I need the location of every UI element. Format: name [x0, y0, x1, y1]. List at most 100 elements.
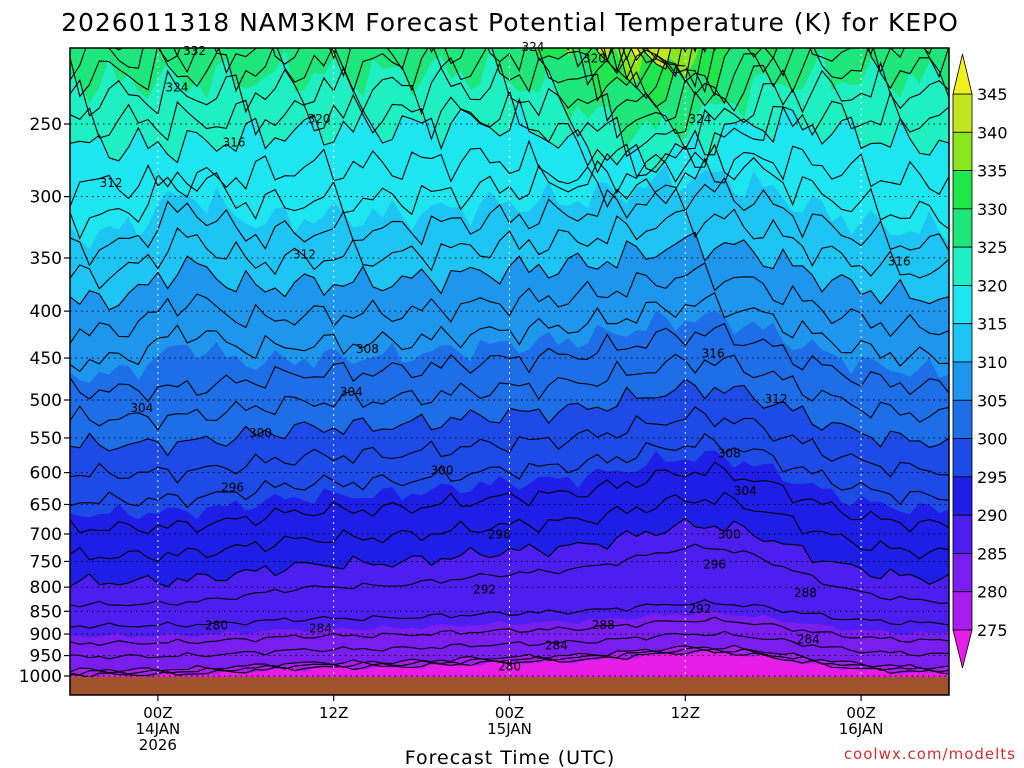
colorbar-segment — [952, 591, 973, 631]
colorbar-label: 300 — [977, 430, 1008, 449]
contour-label: 324 — [521, 40, 544, 54]
contour-276 — [70, 649, 949, 678]
y-tick-label: 950 — [30, 647, 62, 667]
contour-label: 284 — [309, 622, 332, 636]
colorbar-segment — [952, 208, 973, 248]
ground-surface — [70, 677, 949, 695]
colorbar-label: 345 — [977, 85, 1008, 104]
colorbar-label: 315 — [977, 315, 1008, 334]
colorbar-segment — [952, 438, 973, 478]
y-tick-label: 450 — [30, 349, 62, 369]
contour-label: 284 — [797, 632, 820, 646]
contour-328 — [70, 48, 949, 122]
colorbar-segment — [952, 93, 973, 133]
x-tick-label: 15JAN — [487, 720, 532, 738]
y-tick-label: 600 — [30, 464, 62, 484]
y-tick-label: 400 — [30, 302, 62, 322]
contour-label: 292 — [473, 583, 496, 597]
y-tick-label: 1000 — [19, 667, 62, 687]
colorbar-segment — [952, 476, 973, 516]
colorbar-label: 330 — [977, 200, 1008, 219]
y-tick-label: 750 — [30, 552, 62, 572]
colorbar-segment — [952, 285, 973, 325]
contour-label: 300 — [718, 528, 741, 542]
contour-label: 312 — [100, 176, 123, 190]
x-tick-label: 12Z — [671, 704, 700, 722]
x-tick-label: 12Z — [319, 704, 348, 722]
y-tick-label: 350 — [30, 249, 62, 269]
contour-label: 320 — [583, 51, 606, 65]
colorbar-segment — [952, 131, 973, 171]
colorbar-segment — [952, 323, 973, 363]
contour-label: 332 — [183, 44, 206, 58]
colorbar-label: 320 — [977, 276, 1008, 295]
x-tick-label: 00Z — [846, 704, 875, 722]
colorbar-label: 290 — [977, 506, 1008, 525]
colorbar-label: 325 — [977, 238, 1008, 257]
contour-296 — [70, 432, 949, 509]
colorbar-label: 340 — [977, 123, 1008, 142]
source-credit: coolwx.com/modelts — [844, 745, 1016, 763]
contour-330 — [114, 48, 933, 108]
contour-label: 288 — [592, 618, 615, 632]
contour-label: 300 — [249, 426, 272, 440]
colorbar-label: 275 — [977, 621, 1008, 640]
contour-labels: 332 324 320 324 320 324 316 312 312 316 308 316 304 3… — [100, 40, 911, 673]
contour-label: 296 — [703, 558, 726, 572]
x-tick-label: 14JAN — [136, 720, 181, 738]
contour-label: 304 — [340, 385, 363, 399]
contour-304 — [70, 322, 949, 403]
contour-298 — [70, 406, 949, 484]
contour-label: 312 — [765, 392, 788, 406]
colorbar-label: 310 — [977, 353, 1008, 372]
y-tick-label: 700 — [30, 525, 62, 545]
contour-318 — [70, 139, 949, 208]
colorbar-bottom-arrow — [952, 629, 973, 669]
y-tick-label: 250 — [30, 115, 62, 135]
colorbar-segment — [952, 170, 973, 210]
colorbar-label: 335 — [977, 162, 1008, 181]
colorbar-segment — [952, 514, 973, 554]
colorbar-segment — [952, 553, 973, 593]
contour-312 — [70, 208, 949, 290]
theta-fill-bands — [70, 48, 949, 695]
contour-label: 292 — [688, 602, 711, 616]
contour-label: 316 — [223, 136, 246, 150]
contour-label: 324 — [688, 112, 711, 126]
y-axis-ticks: 250 300 350 400 450 500 550 600 650 700 750 800 850 9… — [19, 115, 70, 687]
contour-label: 316 — [702, 347, 725, 361]
x-tick-label: 2026 — [139, 736, 177, 754]
contour-label: 316 — [888, 254, 911, 268]
contour-label: 304 — [734, 484, 757, 498]
contour-288 — [70, 543, 949, 608]
contour-label: 280 — [498, 659, 521, 673]
y-tick-label: 800 — [30, 578, 62, 598]
colorbar: 345 340 335 330 325 320 315 310 305 300 295 290 285 2… — [952, 53, 1008, 669]
chart-title: 2026011318 NAM3KM Forecast Potential Tem… — [61, 8, 959, 37]
contour-label: 320 — [308, 112, 331, 126]
colorbar-label: 305 — [977, 391, 1008, 410]
colorbar-segment — [952, 361, 973, 401]
contour-label: 296 — [221, 481, 244, 495]
colorbar-label: 280 — [977, 583, 1008, 602]
colorbar-label: 295 — [977, 468, 1008, 487]
contour-label: 284 — [545, 638, 568, 652]
y-tick-label: 500 — [30, 391, 62, 411]
y-tick-label: 900 — [30, 625, 62, 645]
contour-label: 324 — [165, 80, 188, 94]
x-tick-label: 16JAN — [839, 720, 884, 738]
contour-label: 308 — [356, 342, 379, 356]
y-tick-label: 300 — [30, 188, 62, 208]
contour-290 — [70, 517, 949, 588]
y-tick-label: 650 — [30, 495, 62, 515]
y-tick-label: 850 — [30, 602, 62, 622]
theta-contour-lines — [70, 48, 949, 678]
colorbar-segment — [952, 399, 973, 439]
contour-label: 304 — [130, 401, 153, 415]
y-tick-label: 550 — [30, 429, 62, 449]
theta-band-325 — [70, 48, 949, 147]
contour-308 — [70, 262, 949, 344]
